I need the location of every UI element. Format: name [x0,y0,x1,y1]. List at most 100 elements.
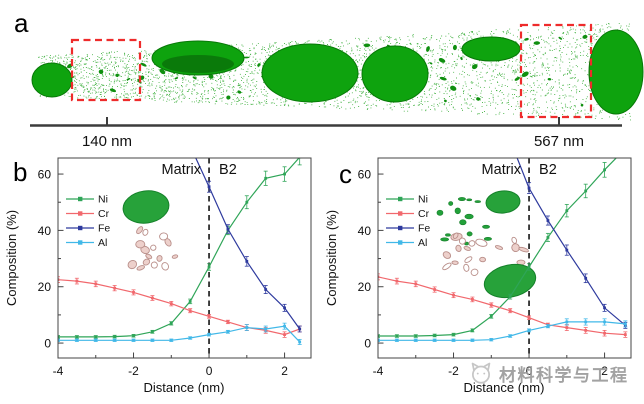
inset-pink-particle [451,260,459,265]
data-point [546,236,550,239]
data-point [395,334,399,338]
inset-green-particle [457,197,466,201]
series-Ni [378,158,618,338]
data-point [452,293,455,297]
data-point [565,248,569,252]
data-point [489,314,493,318]
small-precipitate [580,103,584,107]
panel-a-label: a [14,8,29,38]
inset-pink-particle [463,263,470,272]
inset-pink-particle [494,245,504,250]
svg-text:Fe: Fe [98,223,110,235]
small-precipitate [140,62,147,67]
data-point [546,324,550,328]
y-tick-label: 20 [38,280,52,294]
small-precipitate [192,76,197,80]
inset-host [436,190,537,299]
data-point [113,286,117,290]
roi-box-left [70,38,142,102]
small-precipitate [257,63,261,67]
data-point [151,330,154,334]
x-axis-label: Distance (nm) [144,380,225,395]
inset-pink-particle [135,240,146,249]
data-point [414,282,418,286]
inset-green-particle [482,224,490,229]
inset-green-particle [436,209,444,216]
inset-green-particle [454,207,461,215]
small-precipitate [460,57,463,61]
series-Fe [516,158,628,329]
data-point [584,328,588,332]
inset-pink-particle [150,261,158,269]
small-precipitate [363,43,371,48]
inset-green-particle [448,201,454,206]
inset-green-particle [445,233,451,237]
y-tick-label: 40 [38,224,52,238]
data-point [169,338,173,342]
data-point [283,324,286,328]
legend-item-fe: Fe [386,223,430,235]
data-point [151,296,154,300]
data-point [283,306,286,310]
data-point [508,295,512,298]
data-point [584,276,588,280]
series-Ni [58,158,302,339]
data-point [433,334,437,337]
data-point [245,326,249,329]
data-point [132,290,135,294]
inset-pink-particle [136,226,144,235]
legend: Ni Cr Fe Al [386,194,430,249]
inset-green-precipitate [483,263,537,299]
data-point [433,338,437,342]
data-point [169,321,173,325]
data-point [378,275,380,279]
precipitate-blob [31,62,73,98]
data-point [283,333,286,337]
data-point [378,338,380,342]
inset-pink-particle [475,238,488,247]
series-Fe [195,158,302,333]
data-point [565,209,569,213]
precipitate-blob [361,45,429,103]
inset-green-particle [440,237,450,242]
small-precipitate [242,56,250,59]
small-precipitate [237,90,242,94]
inset-pink-particle [150,244,157,251]
inset-pink-particle [455,244,462,252]
b2-annotation: B2 [539,162,557,178]
plot-frame [377,157,632,359]
data-point [207,185,211,189]
precipitate-blob [261,43,359,103]
precipitate-blob [461,36,521,62]
inset-pink-particle [127,259,138,270]
x-tick-label: 0 [206,364,213,378]
cat-face-icon [471,362,491,384]
y-tick-label: 0 [44,337,51,351]
data-point [623,322,627,326]
legend-item-ni: Ni [66,194,108,206]
data-point [207,265,211,269]
data-point [471,338,474,342]
data-point [623,333,627,337]
matrix-annotation: Matrix [482,162,522,178]
small-precipitate [426,46,430,52]
legend-item-al: Al [66,237,107,249]
data-point [527,328,531,332]
small-precipitate [471,64,478,70]
data-point [603,320,606,324]
inset-green-particle [464,213,474,220]
series-Cr [378,273,628,338]
data-point [58,335,60,339]
plot-frame [57,157,312,359]
series-host [378,158,628,342]
data-point [207,333,211,337]
inset-pink-particle [142,258,151,266]
inset-green-particle [466,198,473,202]
legend-item-ni: Ni [386,194,428,206]
data-point [565,326,569,329]
large-precipitates [31,29,644,115]
small-precipitate [98,69,104,74]
y-tick-label: 0 [364,337,371,351]
data-point [245,259,249,263]
